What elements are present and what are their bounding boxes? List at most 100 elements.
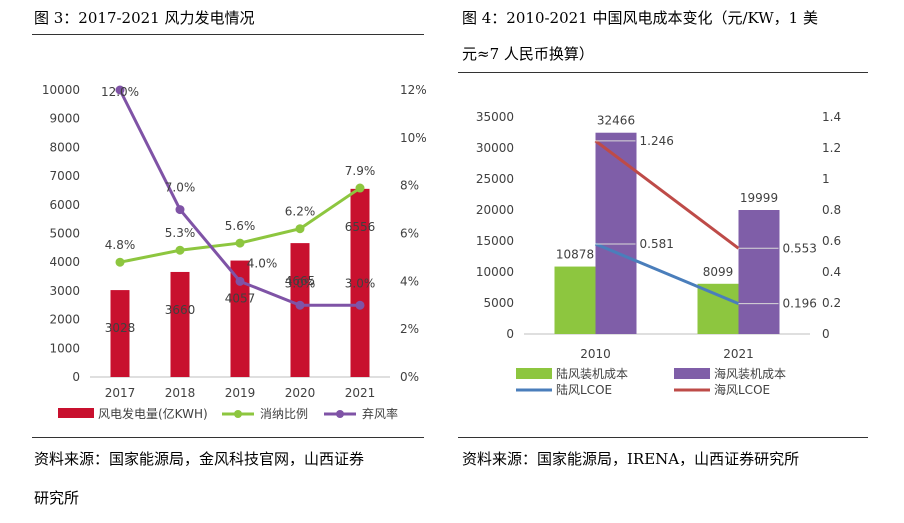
bar-data-label: 19999 [740, 191, 778, 205]
x-tick-label: 2018 [165, 386, 196, 400]
right-y-tick-label: 4% [400, 274, 419, 288]
line-point [115, 85, 125, 95]
x-tick-label: 2019 [225, 386, 256, 400]
left-y-tick-label: 3000 [49, 284, 80, 298]
legend-marker-absorption [234, 410, 242, 418]
x-tick-label: 2021 [723, 347, 754, 361]
left-y-tick-label: 8000 [49, 140, 80, 154]
left-y-tick-label: 1000 [49, 341, 80, 355]
left-y-tick-label: 7000 [49, 169, 80, 183]
right-figure-title-line2: 元≈7 人民币换算） [462, 45, 594, 63]
legend-swatch-offshore-cost [674, 368, 710, 379]
bar [350, 188, 370, 377]
curtailment-data-label: 12.0% [101, 85, 139, 99]
bar [290, 243, 310, 377]
left-figure-title: 图 3：2017-2021 风力发电情况 [34, 9, 255, 27]
lcoe-data-label: 1.246 [640, 134, 674, 148]
bar-offshore [738, 210, 780, 334]
line-point [355, 300, 365, 310]
left-y-tick-label: 5000 [483, 296, 514, 310]
left-y-tick-label: 35000 [476, 110, 514, 124]
bar-onshore [554, 266, 596, 334]
line-point [175, 205, 185, 215]
bar-data-label: 10878 [556, 248, 594, 262]
lcoe-data-label: 0.196 [783, 297, 817, 311]
left-title-rule [32, 34, 424, 35]
bar-data-label: 4665 [285, 274, 316, 288]
absorption-data-label: 5.6% [225, 219, 256, 233]
left-y-tick-label: 9000 [49, 112, 80, 126]
legend-label-curtailment: 弃风率 [362, 406, 398, 421]
left-y-tick-label: 30000 [476, 141, 514, 155]
right-y-tick-label: 0.4 [822, 265, 841, 279]
line-point [175, 245, 185, 255]
legend-marker-curtailment [336, 410, 344, 418]
left-y-tick-label: 6000 [49, 198, 80, 212]
bar-onshore [697, 283, 739, 334]
right-source-line1: 资料来源：国家能源局，IRENA，山西证券研究所 [462, 450, 800, 468]
legend-label-onshore-lcoe: 陆风LCOE [556, 382, 612, 397]
legend-label-offshore-lcoe: 海风LCOE [714, 382, 770, 397]
bar-data-label: 3028 [105, 321, 136, 335]
right-y-tick-label: 6% [400, 227, 419, 241]
left-y-tick-label: 0 [506, 327, 514, 341]
x-tick-label: 2021 [345, 386, 376, 400]
left-y-tick-label: 2000 [49, 313, 80, 327]
absorption-data-label: 7.9% [345, 164, 376, 178]
absorption-data-label: 6.2% [285, 205, 316, 219]
lcoe-data-label: 0.553 [783, 241, 817, 255]
legend-swatch-onshore-cost [516, 368, 552, 379]
left-source-rule [32, 437, 424, 438]
line-onshore-lcoe [594, 242, 740, 306]
bar-data-label: 6556 [345, 220, 376, 234]
legend-label-absorption: 消纳比例 [260, 407, 308, 421]
x-tick-label: 2010 [580, 347, 611, 361]
curtailment-data-label: 3.0% [285, 276, 316, 290]
line-point [295, 224, 305, 234]
legend-swatch-generation [58, 408, 94, 418]
bar [110, 290, 130, 377]
right-chart: 0 5000 10000 15000 20000 25000 30000 35000 0 0.2 0… [476, 110, 841, 397]
line-offshore-lcoe [594, 139, 740, 250]
legend-label-generation: 风电发电量(亿KWH) [98, 406, 208, 421]
bar [230, 260, 250, 377]
bar-data-label: 8099 [703, 265, 734, 279]
left-y-tick-label: 0 [72, 370, 80, 384]
lcoe-data-label: 0.581 [640, 237, 674, 251]
line-point [235, 238, 245, 248]
right-y-tick-label: 0 [822, 327, 830, 341]
right-y-tick-label: 2% [400, 322, 419, 336]
right-y-tick-label: 0.8 [822, 203, 841, 217]
left-y-tick-label: 15000 [476, 234, 514, 248]
right-y-tick-label: 10% [400, 131, 427, 145]
left-y-tick-label: 20000 [476, 203, 514, 217]
absorption-data-label: 4.8% [105, 238, 136, 252]
bar-data-label: 3660 [165, 303, 196, 317]
legend-label-onshore-cost: 陆风装机成本 [556, 366, 628, 381]
right-y-tick-label: 0.2 [822, 296, 841, 310]
bar-offshore [595, 132, 637, 334]
left-y-tick-label: 4000 [49, 255, 80, 269]
left-source-line2: 研究所 [34, 489, 80, 507]
right-y-tick-label: 1.4 [822, 110, 841, 124]
curtailment-data-label: 3.0% [345, 276, 376, 290]
bar-data-label: 32466 [597, 114, 635, 128]
x-tick-label: 2020 [285, 386, 316, 400]
right-y-tick-label: 0.6 [822, 234, 841, 248]
right-figure-title-line1: 图 4：2010-2021 中国风电成本变化（元/KW，1 美 [462, 9, 818, 27]
curtailment-data-label: 7.0% [165, 181, 196, 195]
curtailment-data-label: 4.0% [247, 256, 278, 270]
bar [170, 271, 190, 377]
right-y-tick-label: 12% [400, 83, 427, 97]
right-y-tick-label: 8% [400, 179, 419, 193]
right-y-tick-label: 1.2 [822, 141, 841, 155]
left-y-tick-label: 5000 [49, 227, 80, 241]
line-point [355, 183, 365, 193]
absorption-data-label: 5.3% [165, 226, 196, 240]
right-y-tick-label: 0% [400, 370, 419, 384]
left-y-tick-label: 10000 [42, 83, 80, 97]
line-point [295, 300, 305, 310]
bar-data-label: 4057 [225, 292, 256, 306]
left-y-tick-label: 25000 [476, 172, 514, 186]
right-source-rule [458, 437, 868, 438]
